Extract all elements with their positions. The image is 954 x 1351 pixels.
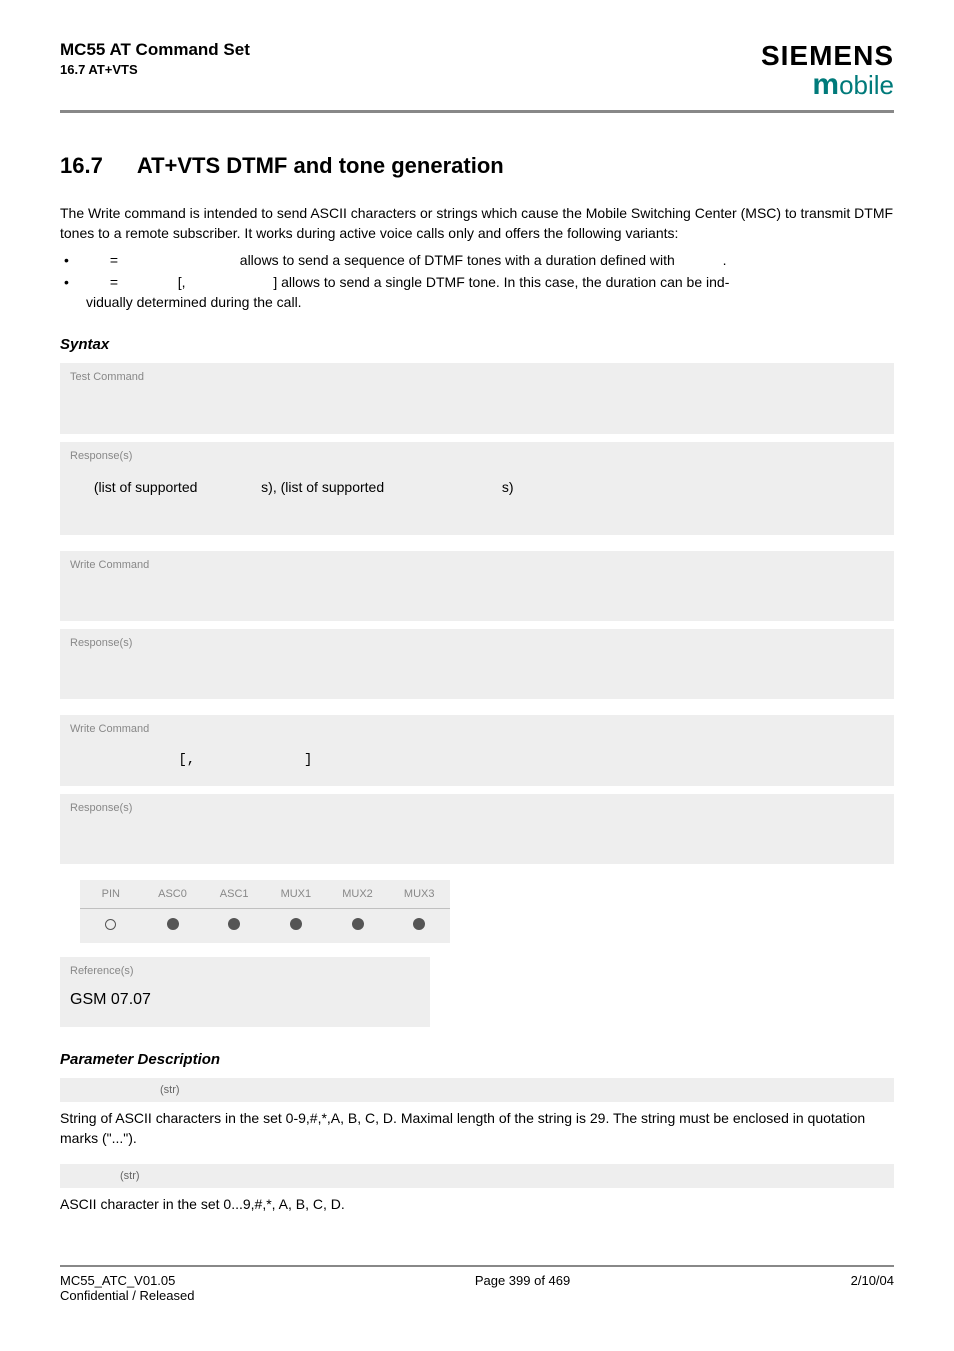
circle-filled-icon <box>352 918 364 930</box>
circle-filled-icon <box>228 918 240 930</box>
param-desc-heading: Parameter Description <box>60 1051 894 1068</box>
header-left: MC55 AT Command Set 16.7 AT+VTS <box>60 40 250 77</box>
param2-text: ASCII character in the set 0...9,#,*, A,… <box>60 1194 894 1214</box>
variant2-cont: vidually determined during the call. <box>86 294 302 310</box>
write-command-content-1 <box>60 581 894 621</box>
brand-obile: obile <box>839 70 894 100</box>
resp1-b: s), (list of supported <box>261 479 384 495</box>
brand-sublogo: mobile <box>761 68 894 102</box>
variant2-text: ] allows to send a single DTMF tone. In … <box>273 274 729 290</box>
variant-list: = allows to send a sequence of DTMF tone… <box>60 250 894 313</box>
response-block-2: Response(s) <box>60 629 894 699</box>
pin-v-4 <box>327 917 389 935</box>
write-command-label-2: Write Command <box>60 715 894 745</box>
write-command-block-1: Write Command <box>60 551 894 621</box>
variant-item-1: = allows to send a sequence of DTMF tone… <box>60 250 894 270</box>
reference-block: Reference(s) GSM 07.07 <box>60 957 430 1027</box>
header-right: SIEMENS mobile <box>761 40 894 102</box>
param1-type: (str) <box>60 1078 894 1102</box>
test-command-content <box>60 393 894 433</box>
response-label-3: Response(s) <box>60 794 894 824</box>
variant2-br: [, <box>178 274 186 290</box>
pin-header-row: PIN ASC0 ASC1 MUX1 MUX2 MUX3 <box>80 880 450 909</box>
reference-label: Reference(s) <box>60 957 430 987</box>
param1-text: String of ASCII characters in the set 0-… <box>60 1108 894 1149</box>
footer-left: MC55_ATC_V01.05 Confidential / Released <box>60 1273 194 1303</box>
footer-left2: Confidential / Released <box>60 1288 194 1303</box>
test-command-block: Test Command <box>60 363 894 433</box>
section-heading: 16.7 AT+VTS DTMF and tone generation <box>60 153 894 179</box>
circle-filled-icon <box>167 918 179 930</box>
response-label-1: Response(s) <box>60 442 894 472</box>
pin-h-2: ASC1 <box>203 880 265 908</box>
section-number: 16.7 <box>60 153 103 179</box>
variant-item-2: = [, ] allows to send a single DTMF tone… <box>60 272 894 313</box>
circle-filled-icon <box>413 918 425 930</box>
doc-title: MC55 AT Command Set <box>60 40 250 60</box>
brand-m: m <box>812 68 839 101</box>
pin-v-2 <box>203 917 265 935</box>
param2-type: (str) <box>60 1164 894 1188</box>
page-header: MC55 AT Command Set 16.7 AT+VTS SIEMENS … <box>60 40 894 113</box>
page-footer: MC55_ATC_V01.05 Confidential / Released … <box>60 1265 894 1303</box>
pin-table: PIN ASC0 ASC1 MUX1 MUX2 MUX3 <box>60 880 894 943</box>
response-content-1: (list of supported s), (list of supporte… <box>60 472 894 535</box>
pin-value-row <box>80 909 450 943</box>
variant1-text: allows to send a sequence of DTMF tones … <box>240 252 675 268</box>
footer-left1: MC55_ATC_V01.05 <box>60 1273 194 1288</box>
pin-h-3: MUX1 <box>265 880 327 908</box>
variant1-eq: = <box>86 250 142 270</box>
syntax-heading: Syntax <box>60 336 894 353</box>
variant2-eq: = <box>86 272 142 292</box>
write-command-content-2: [, ] <box>60 745 894 785</box>
pin-h-5: MUX3 <box>388 880 450 908</box>
variant1-dot: . <box>723 252 727 268</box>
circle-filled-icon <box>290 918 302 930</box>
write2-brR: ] <box>304 752 312 768</box>
response-content-3 <box>60 824 894 864</box>
response-label-2: Response(s) <box>60 629 894 659</box>
pin-v-5 <box>388 917 450 935</box>
circle-open-icon <box>105 919 116 930</box>
pin-v-1 <box>142 917 204 935</box>
doc-subtitle: 16.7 AT+VTS <box>60 62 250 77</box>
intro-paragraph: The Write command is intended to send AS… <box>60 203 894 244</box>
pin-h-0: PIN <box>80 880 142 908</box>
response-block-1: Response(s) (list of supported s), (list… <box>60 442 894 535</box>
write-command-block-2: Write Command [, ] <box>60 715 894 785</box>
reference-value: GSM 07.07 <box>60 987 430 1027</box>
pin-h-4: MUX2 <box>327 880 389 908</box>
pin-v-0 <box>80 917 142 935</box>
pin-h-1: ASC0 <box>142 880 204 908</box>
write-command-label-1: Write Command <box>60 551 894 581</box>
footer-right: 2/10/04 <box>851 1273 894 1303</box>
response-block-3: Response(s) <box>60 794 894 864</box>
section-title: AT+VTS DTMF and tone generation <box>137 153 504 178</box>
footer-center: Page 399 of 469 <box>475 1273 570 1303</box>
pin-v-3 <box>265 917 327 935</box>
response-content-2 <box>60 659 894 699</box>
resp1-a: (list of supported <box>94 479 198 495</box>
resp1-c: s) <box>502 479 514 495</box>
write2-brL: [, <box>178 752 195 768</box>
test-command-label: Test Command <box>60 363 894 393</box>
